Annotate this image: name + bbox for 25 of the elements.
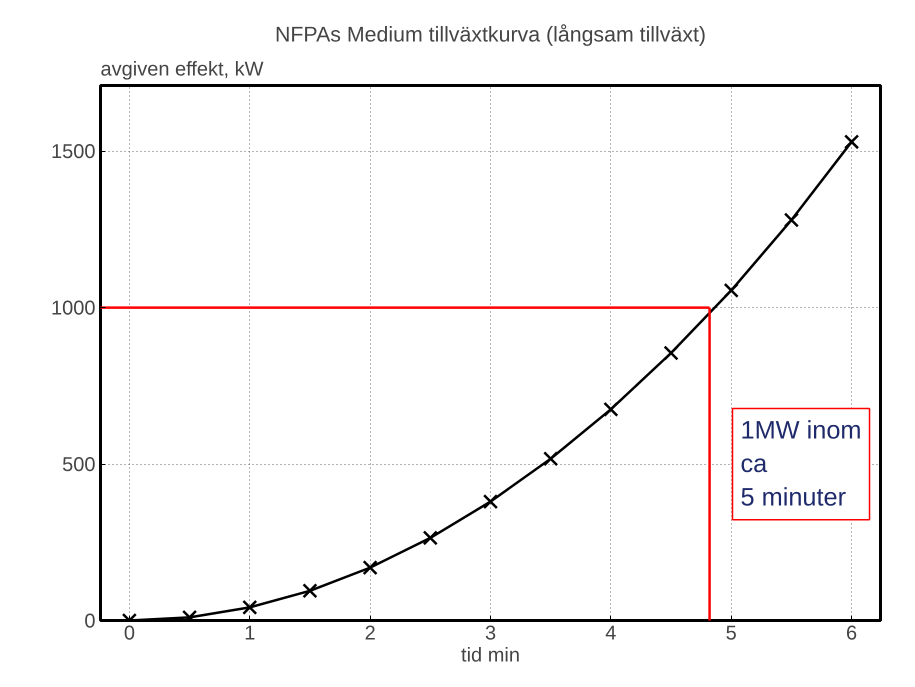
point [302,583,318,598]
point [543,451,558,466]
point [603,402,618,417]
point [844,134,860,150]
point [724,282,739,298]
x-tick-label: 2 [364,622,376,644]
point [482,494,498,510]
point [784,212,800,228]
y-tick-label: 500 [62,454,96,476]
point [362,560,378,576]
x-tick-label: 5 [726,622,737,644]
x-tick-label: 6 [846,622,858,644]
point [663,345,679,361]
y-tick-label: 1000 [51,298,96,320]
annotation: 1MW inom ca 5 minuter [740,416,862,512]
x-tick-label: 1 [244,622,256,644]
x-tick-label: 4 [605,622,616,644]
y-tick-label: 1500 [51,141,96,164]
chart-title: NFPAs Medium tillväxtkurva (långsam tillväxt) [274,22,706,46]
point [422,530,438,546]
point [242,600,258,615]
x-tick-label: 3 [484,622,496,644]
x-tick-label: 0 [124,622,135,644]
y-axis-title: avgiven effekt, kW [100,58,264,80]
x-axis-title: tid min [461,644,520,666]
